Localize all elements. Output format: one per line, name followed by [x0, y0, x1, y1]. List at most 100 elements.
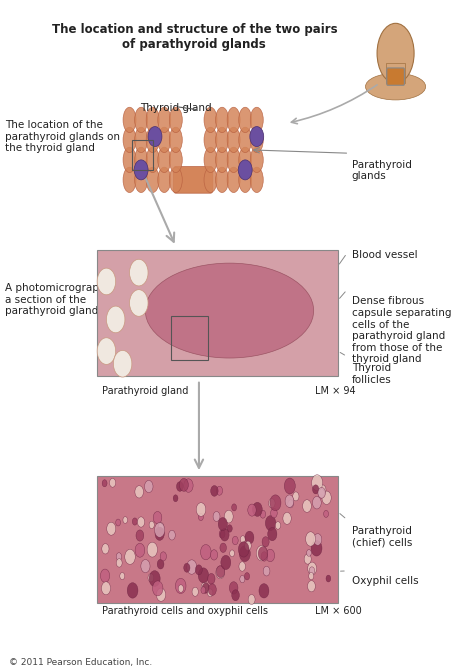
Circle shape	[101, 582, 110, 595]
Circle shape	[107, 522, 116, 535]
Circle shape	[208, 573, 215, 584]
Circle shape	[261, 552, 267, 561]
Circle shape	[198, 513, 203, 520]
Circle shape	[311, 541, 322, 556]
Text: Parathyroid cells and oxyphil cells: Parathyroid cells and oxyphil cells	[102, 606, 268, 616]
Circle shape	[184, 479, 193, 492]
Ellipse shape	[216, 107, 228, 132]
Bar	[97, 476, 338, 603]
Circle shape	[155, 522, 165, 537]
Circle shape	[238, 160, 252, 180]
Bar	[171, 316, 208, 360]
Ellipse shape	[135, 107, 147, 132]
Ellipse shape	[227, 107, 240, 132]
Text: LM × 600: LM × 600	[315, 606, 361, 616]
Circle shape	[102, 480, 107, 487]
Ellipse shape	[146, 147, 159, 173]
FancyBboxPatch shape	[173, 167, 213, 193]
Ellipse shape	[227, 167, 240, 193]
Ellipse shape	[250, 127, 263, 153]
Circle shape	[137, 517, 145, 527]
Circle shape	[275, 522, 281, 529]
Text: LM × 94: LM × 94	[315, 387, 355, 397]
Ellipse shape	[146, 127, 159, 153]
Circle shape	[322, 491, 331, 504]
Circle shape	[259, 583, 269, 598]
Ellipse shape	[250, 107, 263, 132]
Text: A photomicrograph of
a section of the
parathyroid gland: A photomicrograph of a section of the pa…	[5, 283, 118, 316]
Circle shape	[132, 518, 137, 525]
Circle shape	[216, 486, 223, 495]
Circle shape	[116, 553, 122, 561]
Circle shape	[202, 583, 210, 593]
Circle shape	[232, 537, 238, 545]
Circle shape	[232, 590, 239, 601]
Circle shape	[141, 559, 150, 573]
Circle shape	[201, 545, 211, 560]
Circle shape	[157, 559, 164, 569]
Circle shape	[312, 485, 319, 494]
Circle shape	[304, 554, 311, 564]
Ellipse shape	[135, 147, 147, 173]
Circle shape	[326, 575, 331, 582]
Circle shape	[307, 549, 311, 557]
Circle shape	[201, 582, 209, 593]
Circle shape	[116, 519, 120, 526]
Circle shape	[195, 565, 202, 575]
Circle shape	[224, 510, 233, 523]
Circle shape	[116, 559, 122, 567]
Circle shape	[268, 527, 277, 541]
Circle shape	[125, 549, 135, 565]
Circle shape	[198, 568, 209, 583]
Circle shape	[135, 543, 145, 557]
Circle shape	[219, 530, 225, 538]
Circle shape	[266, 549, 274, 562]
Circle shape	[221, 555, 231, 569]
Ellipse shape	[169, 147, 182, 173]
Circle shape	[210, 550, 218, 560]
Ellipse shape	[204, 167, 217, 193]
Circle shape	[135, 486, 144, 498]
Text: The location and structure of the two pairs
of parathyroid glands: The location and structure of the two pa…	[52, 23, 337, 52]
Ellipse shape	[135, 127, 147, 153]
Circle shape	[184, 563, 190, 572]
Ellipse shape	[365, 74, 426, 100]
Circle shape	[245, 531, 254, 544]
Circle shape	[160, 552, 166, 561]
FancyBboxPatch shape	[387, 68, 404, 85]
Ellipse shape	[204, 127, 217, 153]
Circle shape	[216, 566, 225, 579]
Circle shape	[158, 522, 164, 530]
Ellipse shape	[158, 127, 171, 153]
Ellipse shape	[158, 147, 171, 173]
Circle shape	[230, 550, 235, 557]
Circle shape	[153, 512, 162, 524]
Circle shape	[178, 585, 183, 592]
Circle shape	[229, 582, 238, 594]
Circle shape	[283, 512, 291, 524]
Ellipse shape	[146, 167, 159, 193]
Circle shape	[311, 475, 323, 491]
Circle shape	[113, 351, 132, 377]
Circle shape	[309, 573, 314, 580]
Circle shape	[213, 512, 220, 521]
Circle shape	[308, 562, 317, 575]
Circle shape	[147, 542, 157, 557]
Circle shape	[145, 480, 153, 492]
Text: Dense fibrous
capsule separating
cells of the
parathyroid gland
from those of th: Dense fibrous capsule separating cells o…	[352, 296, 451, 365]
Circle shape	[269, 498, 275, 508]
Text: © 2011 Pearson Education, Inc.: © 2011 Pearson Education, Inc.	[9, 658, 153, 667]
Text: Parathyroid
glands: Parathyroid glands	[352, 160, 411, 181]
Ellipse shape	[123, 127, 136, 153]
Ellipse shape	[250, 167, 263, 193]
Circle shape	[176, 482, 183, 491]
Text: Parathyroid gland: Parathyroid gland	[102, 387, 188, 397]
Ellipse shape	[123, 147, 136, 173]
Bar	[132, 140, 153, 170]
Circle shape	[245, 541, 251, 551]
Ellipse shape	[250, 147, 263, 173]
Circle shape	[208, 589, 213, 597]
Ellipse shape	[227, 147, 240, 173]
Circle shape	[218, 518, 228, 531]
Circle shape	[175, 578, 186, 593]
